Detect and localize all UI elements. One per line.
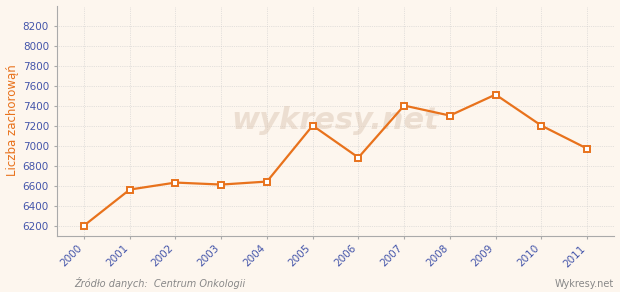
Y-axis label: Liczba zachorowąń: Liczba zachorowąń [6,65,19,176]
Text: Wykresy.net: Wykresy.net [554,279,614,289]
Text: wykresy.net: wykresy.net [232,106,440,135]
Text: Źródło danych:  Centrum Onkologii: Źródło danych: Centrum Onkologii [74,277,246,289]
